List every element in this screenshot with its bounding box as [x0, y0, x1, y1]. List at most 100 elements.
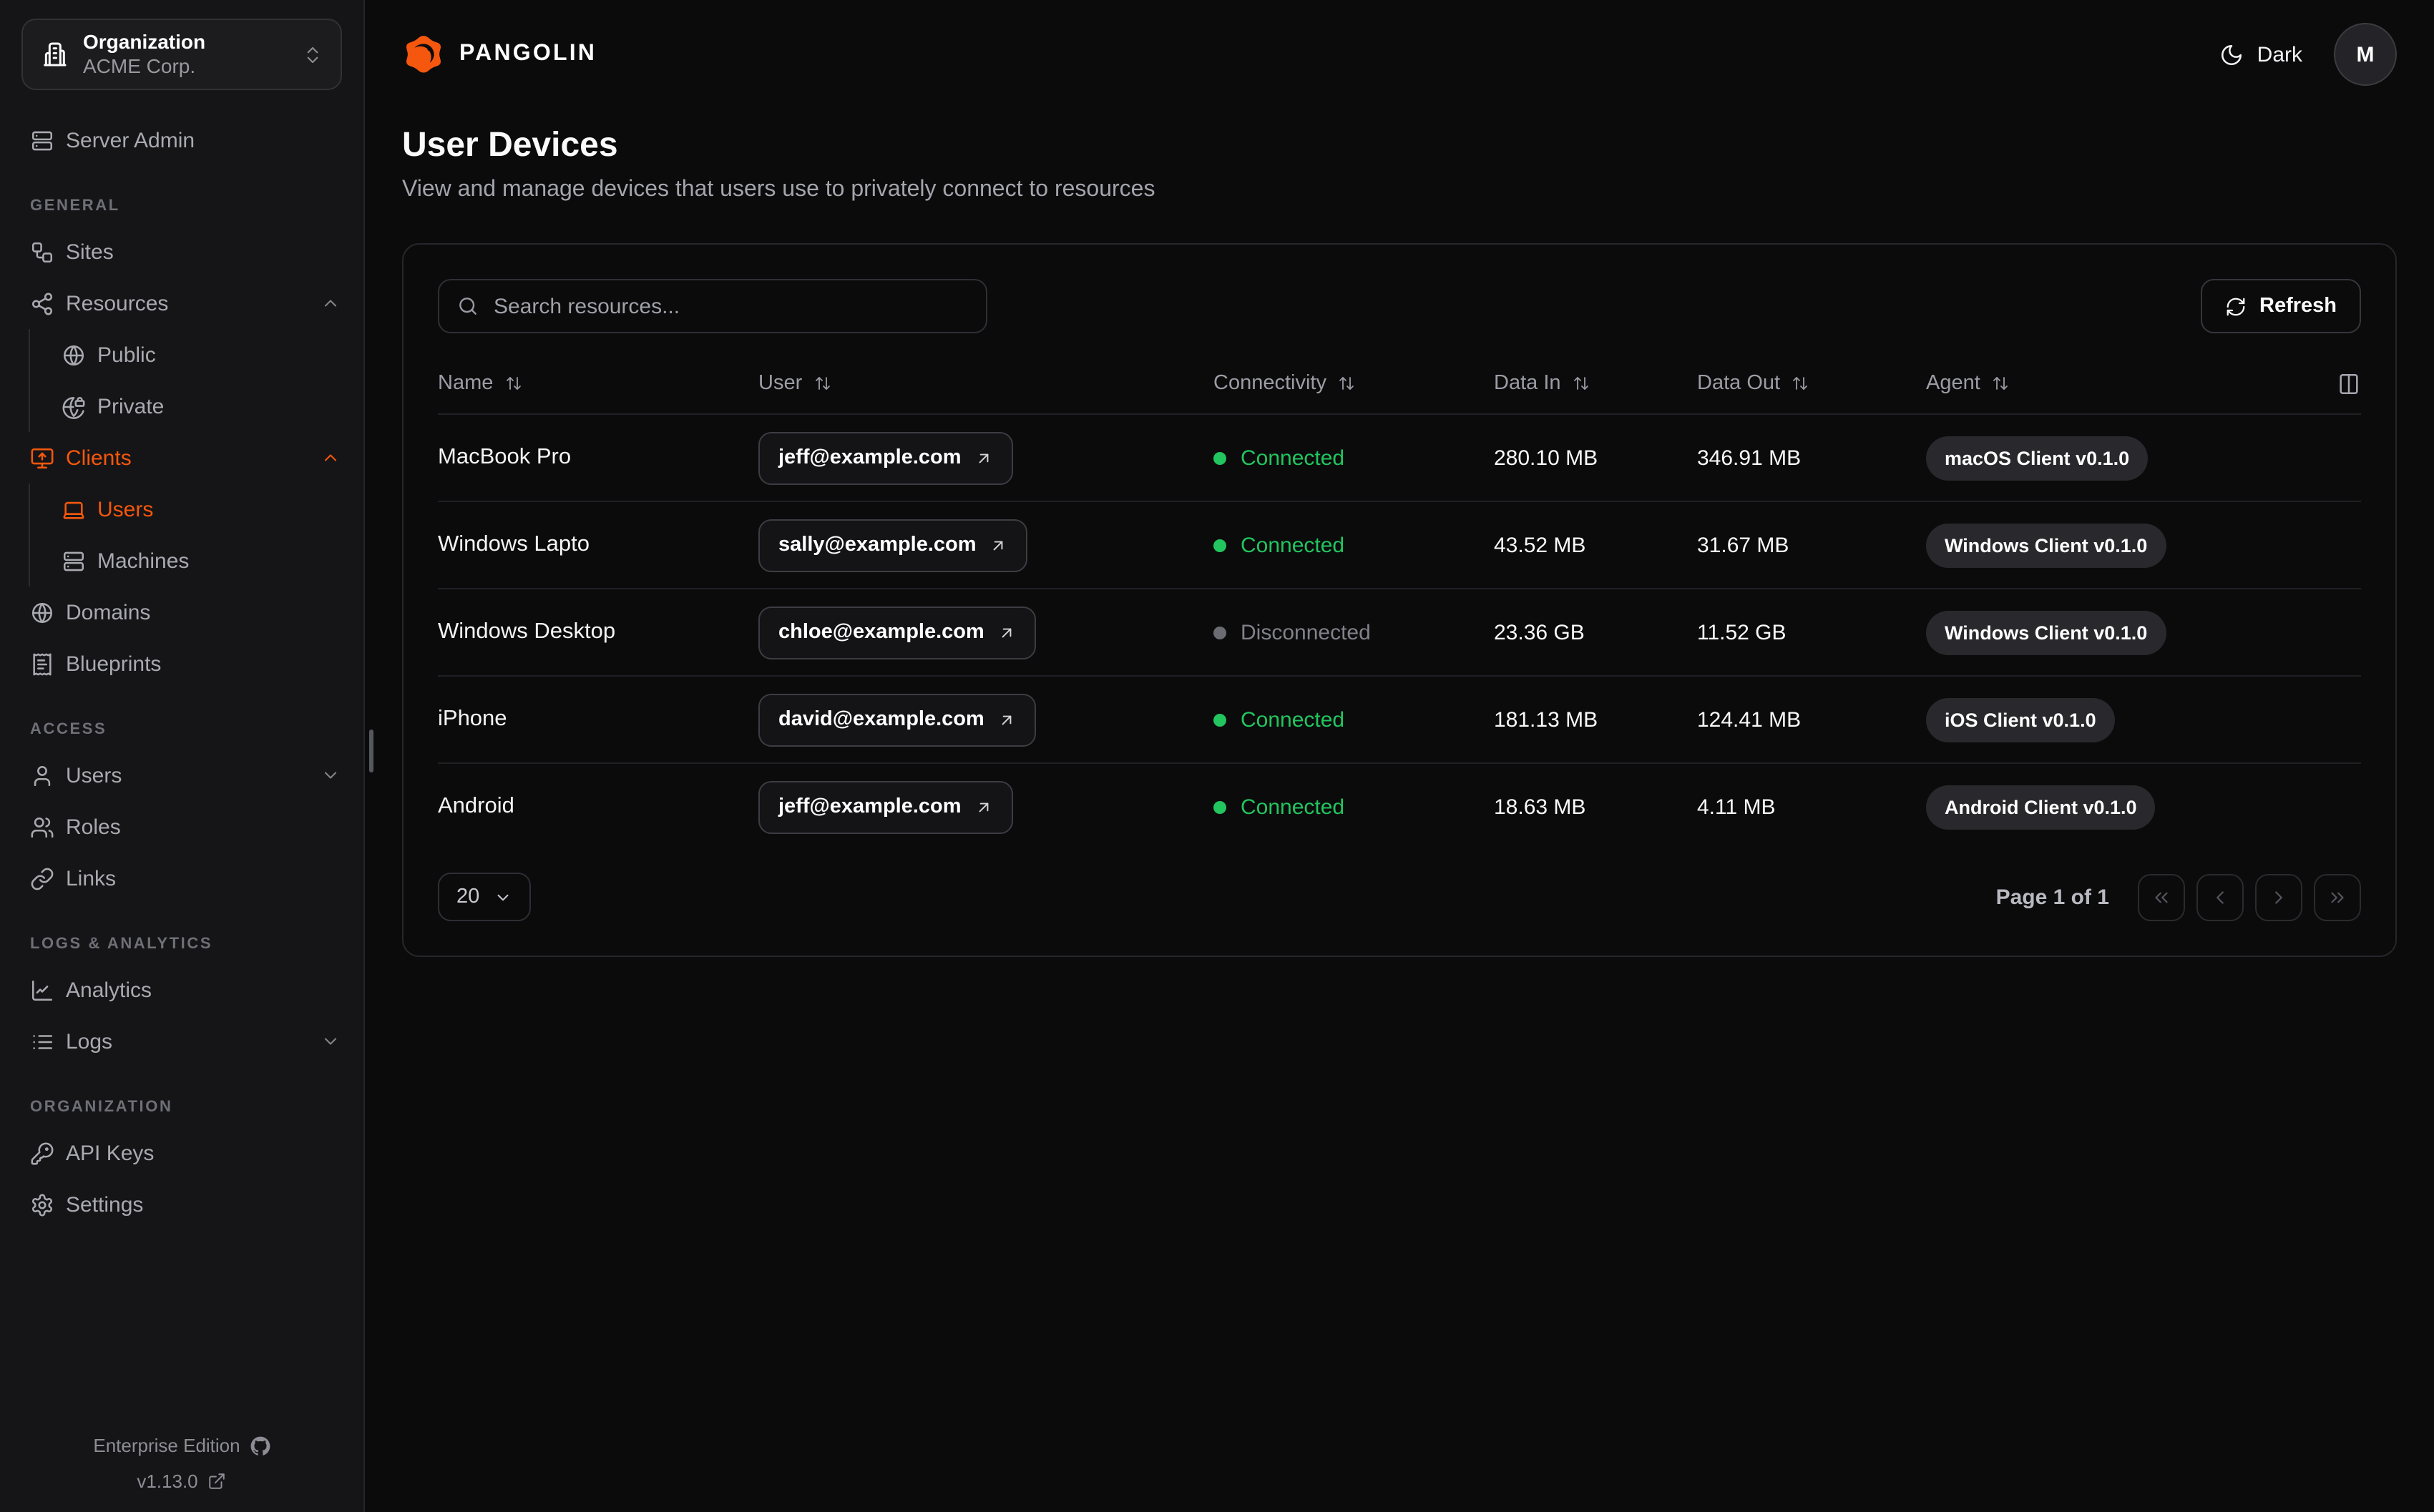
user-link-button[interactable]: jeff@example.com	[758, 780, 1013, 833]
table-body: MacBook Pro jeff@example.com Connected 2…	[438, 413, 2361, 850]
sort-icon	[1993, 377, 2008, 390]
next-page-button[interactable]	[2255, 873, 2302, 921]
search-input[interactable]	[494, 294, 969, 318]
user-link-button[interactable]: sally@example.com	[758, 519, 1028, 571]
github-icon[interactable]	[250, 1435, 270, 1455]
arrow-up-right-icon	[1002, 715, 1012, 725]
data-out-value: 11.52 GB	[1697, 620, 1787, 644]
connectivity-status: Connected	[1213, 446, 1494, 470]
status-dot	[1213, 539, 1226, 551]
column-header-data-in[interactable]: Data In	[1494, 372, 1697, 395]
theme-toggle-button[interactable]: Dark	[2220, 42, 2302, 67]
refresh-icon	[2227, 297, 2245, 315]
column-header-agent[interactable]: Agent	[1926, 372, 2310, 395]
column-header-data-out[interactable]: Data Out	[1697, 372, 1926, 395]
main-content: PANGOLIN Dark M User Devices View and ma…	[365, 0, 2434, 1512]
chevron-up-icon	[324, 300, 337, 307]
chevrons-up-down-icon	[307, 46, 318, 63]
sort-icon	[1339, 377, 1354, 390]
status-dot	[1213, 713, 1226, 726]
sidebar-nav: Server Admin GENERAL Sites Resources Pub…	[0, 114, 363, 1420]
last-page-button[interactable]	[2314, 873, 2361, 921]
pagination-controls: Page 1 of 1	[1996, 873, 2361, 921]
page-size-select[interactable]: 20	[438, 873, 532, 921]
table-row: Windows Desktop chloe@example.com Discon…	[438, 588, 2361, 675]
resources-subgroup: Public Private	[29, 329, 363, 432]
sidebar-item-analytics[interactable]: Analytics	[0, 964, 363, 1016]
data-out-value: 346.91 MB	[1697, 446, 1802, 470]
sidebar-resize-handle[interactable]	[369, 730, 373, 772]
prev-page-button[interactable]	[2196, 873, 2244, 921]
column-header-connectivity[interactable]: Connectivity	[1213, 372, 1494, 395]
sidebar-footer: Enterprise Edition v1.13.0	[0, 1420, 363, 1512]
agent-badge: Windows Client v0.1.0	[1926, 610, 2166, 654]
column-header-user[interactable]: User	[758, 372, 1213, 395]
key-icon	[31, 1142, 54, 1164]
sidebar-item-logs[interactable]: Logs	[0, 1016, 363, 1067]
monitor-up-icon	[31, 447, 54, 468]
data-in-value: 181.13 MB	[1494, 707, 1598, 732]
arrow-up-right-icon	[979, 453, 988, 463]
sidebar-item-domains[interactable]: Domains	[0, 586, 363, 638]
section-logs-analytics: LOGS & ANALYTICS	[30, 936, 213, 953]
devices-table: Name User Connectivity Data In	[438, 353, 2361, 850]
table-row: Windows Lapto sally@example.com Connecte…	[438, 501, 2361, 588]
sidebar-item-machines[interactable]: Machines	[30, 535, 363, 586]
data-in-value: 23.36 GB	[1494, 620, 1585, 644]
building-icon	[44, 42, 67, 67]
edition-label: Enterprise Edition	[93, 1435, 240, 1456]
columns-icon	[2340, 373, 2358, 394]
sidebar-item-resources[interactable]: Resources	[0, 278, 363, 329]
user-link-button[interactable]: chloe@example.com	[758, 606, 1036, 659]
sidebar-item-sites[interactable]: Sites	[0, 226, 363, 278]
arrow-up-right-icon	[979, 802, 988, 812]
first-page-button[interactable]	[2138, 873, 2185, 921]
agent-badge: Windows Client v0.1.0	[1926, 523, 2166, 567]
user-link-button[interactable]: david@example.com	[758, 693, 1036, 746]
org-value: ACME Corp.	[83, 54, 196, 77]
sidebar-item-settings[interactable]: Settings	[0, 1179, 363, 1230]
sidebar-item-links[interactable]: Links	[0, 853, 363, 904]
external-link-icon[interactable]	[208, 1472, 227, 1491]
clients-subgroup: Users Machines	[29, 483, 363, 586]
user-link-button[interactable]: jeff@example.com	[758, 431, 1013, 484]
sidebar-item-client-users[interactable]: Users	[30, 483, 363, 535]
sidebar-item-blueprints[interactable]: Blueprints	[0, 638, 363, 689]
arrow-up-right-icon	[1002, 627, 1012, 637]
data-out-value: 31.67 MB	[1697, 533, 1789, 557]
sidebar-item-roles[interactable]: Roles	[0, 801, 363, 853]
user-icon	[34, 765, 51, 786]
page-head: User Devices View and manage devices tha…	[365, 109, 2434, 203]
sidebar-item-users[interactable]: Users	[0, 750, 363, 801]
column-visibility-button[interactable]	[2337, 371, 2361, 396]
agent-badge: macOS Client v0.1.0	[1926, 436, 2149, 480]
pagination: 20 Page 1 of 1	[438, 873, 2361, 921]
search-box	[438, 279, 987, 333]
device-name: Windows Desktop	[438, 619, 616, 644]
org-selector[interactable]: Organization ACME Corp.	[21, 19, 342, 90]
sidebar-item-server-admin[interactable]: Server Admin	[0, 114, 363, 166]
globe-icon	[31, 602, 53, 623]
column-header-name[interactable]: Name	[438, 372, 758, 395]
data-out-value: 124.41 MB	[1697, 707, 1802, 732]
sidebar-item-private[interactable]: Private	[30, 381, 363, 432]
refresh-button[interactable]: Refresh	[2201, 279, 2361, 333]
list-icon	[33, 1034, 53, 1049]
connectivity-status: Connected	[1213, 795, 1494, 819]
section-access: ACCESS	[30, 721, 107, 738]
device-name: Windows Lapto	[438, 532, 590, 556]
devices-card: Refresh Name User Connectivity	[402, 243, 2397, 957]
table-row: iPhone david@example.com Connected 181.1…	[438, 675, 2361, 762]
status-dot	[1213, 451, 1226, 464]
chevron-down-icon	[497, 893, 509, 900]
avatar[interactable]: M	[2334, 23, 2397, 86]
server-icon	[31, 130, 53, 150]
sidebar-item-api-keys[interactable]: API Keys	[0, 1127, 363, 1179]
sidebar-item-public[interactable]: Public	[30, 329, 363, 381]
sort-icon	[1573, 377, 1588, 390]
sidebar-item-clients[interactable]: Clients	[0, 432, 363, 483]
topbar-right: Dark M	[2220, 23, 2397, 86]
connectivity-status: Disconnected	[1213, 620, 1494, 644]
link-icon	[31, 867, 54, 890]
